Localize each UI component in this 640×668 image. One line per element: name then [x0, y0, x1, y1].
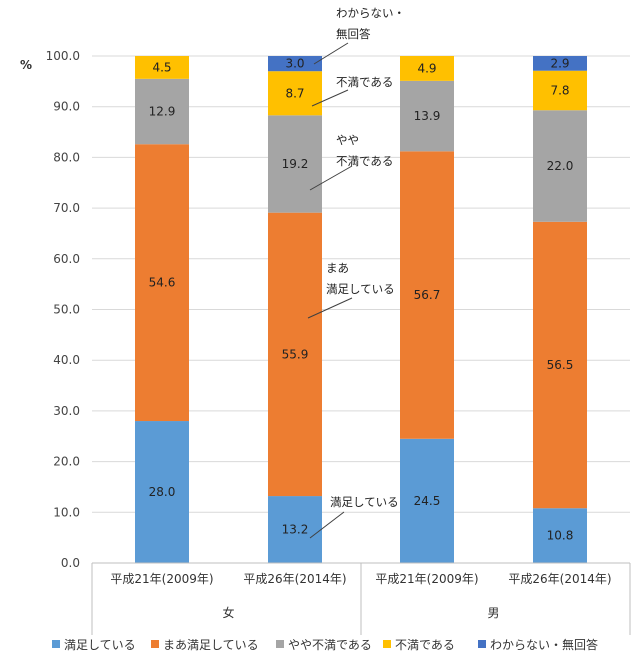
data-label: 12.9: [149, 105, 176, 119]
bar-segment: [268, 115, 322, 213]
annotation-text: 不満である: [336, 75, 393, 89]
data-label: 4.9: [417, 61, 436, 75]
x-group-label: 女: [222, 605, 234, 620]
x-axis: 平成21年(2009年) 平成26年(2014年) 平成21年(2009年) 平成26…: [91, 562, 631, 635]
bar-segment: [135, 421, 189, 563]
data-label: 54.6: [149, 276, 176, 290]
bar-segment: [400, 56, 454, 81]
data-labels: 28.0 54.6 12.9 4.5 13.2 55.9 19.2 8.7 3.0 24.5 56.…: [149, 56, 574, 542]
data-label: 7.8: [550, 83, 569, 97]
bar-segment: [400, 438, 454, 563]
x-tick-label: 平成21年(2009年): [375, 572, 478, 586]
data-label: 56.5: [547, 358, 574, 372]
bar-segment: [533, 221, 587, 509]
annotation-leader: [309, 165, 353, 191]
y-tick-label: 0.0: [61, 556, 80, 570]
data-label: 19.2: [282, 157, 309, 171]
x-tick-label: 平成21年(2009年): [110, 572, 213, 586]
bar-segment: [533, 508, 587, 563]
legend-swatch: [383, 640, 391, 648]
annotation-text: 満足している: [326, 282, 395, 296]
y-tick-label: 50.0: [53, 303, 80, 317]
bar-segment: [268, 212, 322, 497]
bar-segment: [135, 56, 189, 79]
bar-segment: [400, 151, 454, 439]
y-tick-label: 60.0: [53, 252, 80, 266]
legend-swatch: [151, 640, 159, 648]
bar-segment: [135, 144, 189, 422]
data-label: 2.9: [550, 56, 569, 70]
annotation-text: 満足している: [330, 495, 399, 509]
data-label: 56.7: [414, 288, 441, 302]
data-label: 3.0: [285, 57, 304, 71]
bar-segment: [268, 71, 322, 116]
bars: [135, 56, 587, 563]
data-label: 13.9: [414, 109, 441, 123]
bar-segment: [268, 496, 322, 563]
data-label: 8.7: [285, 86, 304, 100]
x-tick-label: 平成26年(2014年): [243, 572, 346, 586]
data-label: 55.9: [282, 347, 309, 361]
y-unit-label: %: [20, 58, 32, 72]
annotation-leader: [313, 42, 349, 65]
y-tick-label: 10.0: [53, 505, 80, 519]
bar-segment: [533, 110, 587, 222]
y-tick-label: 70.0: [53, 201, 80, 215]
y-axis-ticks: 0.0 10.0 20.0 30.0 40.0 50.0 60.0 70.0 80.0 90.0 1…: [46, 49, 80, 570]
annotation-leader: [311, 89, 349, 107]
bar-segment: [135, 78, 189, 145]
annotation-text: 無回答: [336, 27, 371, 41]
y-tick-label: 40.0: [53, 353, 80, 367]
legend-label: 満足している: [64, 638, 136, 652]
bar-segment: [268, 56, 322, 72]
data-label: 22.0: [547, 159, 574, 173]
data-label: 24.5: [414, 494, 441, 508]
annotation-leader: [307, 297, 353, 319]
annotation-text: わからない・: [336, 6, 405, 20]
data-label: 10.8: [547, 529, 574, 543]
legend: 満足している まあ満足している やや不満である 不満である わからない・無回答: [52, 637, 598, 652]
y-tick-label: 100.0: [46, 49, 80, 63]
y-tick-label: 80.0: [53, 150, 80, 164]
legend-swatch: [276, 640, 284, 648]
legend-swatch: [52, 640, 60, 648]
y-tick-label: 30.0: [53, 404, 80, 418]
annotation-leader: [309, 511, 345, 539]
legend-label: 不満である: [395, 638, 455, 652]
annotation-text: やや: [336, 133, 359, 147]
data-label: 28.0: [149, 485, 176, 499]
bar-segment: [400, 80, 454, 152]
legend-label: わからない・無回答: [490, 637, 598, 652]
data-label: 13.2: [282, 523, 309, 537]
legend-label: やや不満である: [288, 638, 372, 652]
data-label: 4.5: [152, 60, 171, 74]
x-tick-label: 平成26年(2014年): [508, 572, 611, 586]
bar-segment: [533, 70, 587, 111]
x-group-label: 男: [487, 606, 499, 620]
bar-segment: [533, 56, 587, 71]
y-tick-label: 90.0: [53, 100, 80, 114]
legend-label: まあ満足している: [163, 638, 259, 652]
y-tick-label: 20.0: [53, 455, 80, 469]
legend-swatch: [478, 640, 486, 648]
annotation-text: まあ: [326, 261, 349, 275]
annotation-text: 不満である: [336, 154, 393, 168]
